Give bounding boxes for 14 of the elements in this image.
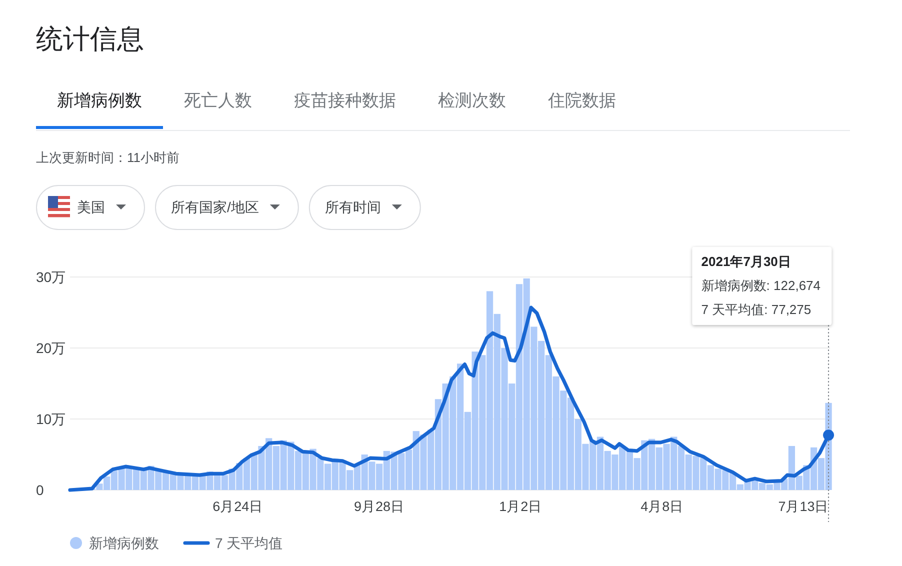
y-tick-label: 30万: [36, 269, 66, 285]
text: 上次更新时间：11小时前: [36, 150, 180, 165]
legend-label: 7 天平均值: [215, 535, 283, 551]
y-tick-label: 20万: [36, 340, 66, 356]
y-tick-label: 0: [36, 482, 44, 498]
chart-title: 统计信息: [36, 24, 144, 54]
legend-label: 新增病例数: [89, 535, 159, 551]
x-tick-label: 4月8日: [640, 499, 684, 514]
x-tick-label: 9月28日: [354, 499, 405, 514]
x-tick-label: 1月2日: [499, 499, 542, 514]
x-tick-label: 7月13日: [778, 499, 829, 514]
x-tick-label: 6月24日: [212, 499, 264, 514]
y-tick-label: 10万: [36, 411, 66, 427]
annotation: 新增病例数: 122,674: [701, 278, 821, 293]
